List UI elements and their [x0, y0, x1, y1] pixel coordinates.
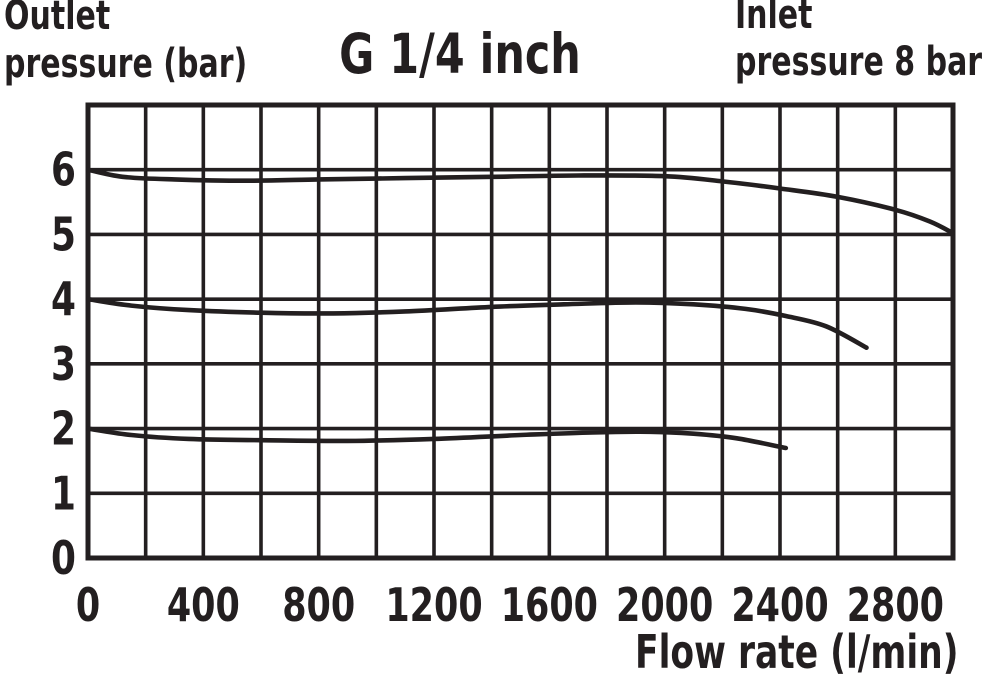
- x-tick-labels: 0 400 800 1200 1600 2000 2400 2800: [76, 578, 944, 632]
- y-tick-label: 0: [51, 532, 76, 586]
- inlet-condition-label: Inlet pressure 8 bar: [735, 0, 982, 86]
- x-tick-label: 1600: [501, 578, 598, 632]
- y-tick-label: 3: [51, 337, 76, 391]
- y-axis-title-line1: Outlet: [4, 0, 111, 39]
- y-tick-label: 4: [51, 273, 76, 327]
- grid-lines: [88, 105, 953, 558]
- curve-outlet-set-2-bar: [85, 426, 789, 451]
- x-tick-label: 800: [282, 578, 355, 632]
- y-tick-label: 6: [51, 143, 76, 197]
- plot-border: [85, 102, 956, 561]
- x-axis-title: Flow rate (l/min): [635, 625, 959, 679]
- y-tick-label: 2: [51, 402, 76, 456]
- chart-title: G 1/4 inch: [339, 22, 581, 86]
- curve-outlet-set-4-bar: [85, 296, 869, 350]
- x-tick-label: 2800: [847, 578, 944, 632]
- y-tick-label: 1: [51, 467, 76, 521]
- pressure-curves: [85, 167, 956, 451]
- inlet-condition-line1: Inlet: [735, 0, 813, 38]
- x-tick-label: 0: [76, 578, 100, 632]
- y-axis-title-line2: pressure (bar): [4, 41, 248, 87]
- y-axis-title: Outlet pressure (bar): [4, 0, 247, 88]
- x-tick-label: 400: [167, 578, 240, 632]
- x-tick-label: 2000: [616, 578, 713, 632]
- y-tick-labels: 0 1 2 3 4 5 6: [51, 143, 76, 585]
- inlet-condition-line2: pressure 8 bar: [735, 39, 983, 85]
- x-tick-label: 2400: [731, 578, 828, 632]
- curve-outlet-set-6-bar: [85, 167, 956, 236]
- y-tick-label: 5: [51, 208, 76, 262]
- x-tick-label: 1200: [385, 578, 482, 632]
